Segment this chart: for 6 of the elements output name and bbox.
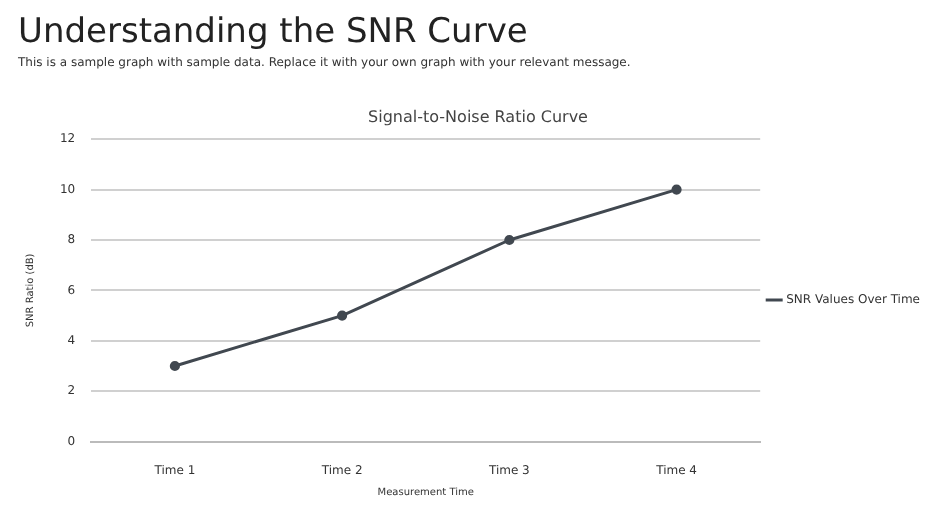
point [671,184,682,195]
point [169,360,180,372]
point [504,234,515,246]
point [337,310,348,321]
text: Signal-to-Noise Ratio Curve [368,107,589,126]
chart-title: Understanding the SNR Curve [18,12,528,52]
